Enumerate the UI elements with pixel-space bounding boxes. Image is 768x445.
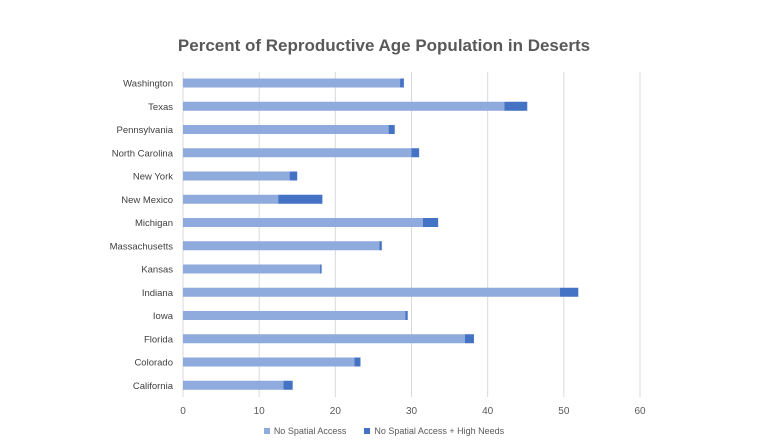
bar-no-spatial-access xyxy=(183,287,561,297)
x-tick-labels: 0 10 20 30 40 50 60 xyxy=(180,406,646,417)
category-label: Kansas xyxy=(141,265,173,276)
bar-no-spatial-access xyxy=(183,125,389,134)
bar-no-spatial-access-high-needs xyxy=(400,78,404,88)
bar-no-spatial-access xyxy=(183,241,380,251)
category-label: Florida xyxy=(144,334,174,345)
category-label: North Carolina xyxy=(112,148,174,159)
bar-no-spatial-access xyxy=(183,264,321,274)
bar-no-spatial-access xyxy=(183,311,406,320)
x-tick-label: 50 xyxy=(558,406,570,417)
legend: No Spatial Access No Spatial Access + Hi… xyxy=(0,426,768,436)
x-tick-label: 0 xyxy=(180,406,186,417)
legend-item-no-spatial-access: No Spatial Access xyxy=(263,426,347,436)
bar-no-spatial-access-high-needs xyxy=(405,311,408,320)
x-tick-label: 30 xyxy=(406,406,418,417)
bar-no-spatial-access xyxy=(183,218,423,227)
bar-no-spatial-access xyxy=(183,194,279,204)
bar-no-spatial-access xyxy=(183,171,290,181)
bar-no-spatial-access-high-needs xyxy=(560,287,579,297)
x-tick-label: 60 xyxy=(634,406,646,417)
gridlines xyxy=(182,72,641,397)
bar-no-spatial-access-high-needs xyxy=(278,194,323,204)
bar-no-spatial-access-high-needs xyxy=(379,241,382,251)
category-label: Iowa xyxy=(153,311,174,322)
category-labels: Washington Texas Pennsylvania North Carolin… xyxy=(110,79,174,392)
category-label: Pennsylvania xyxy=(116,125,173,136)
x-tick-label: 10 xyxy=(254,406,266,417)
bar-no-spatial-access-high-needs xyxy=(422,218,439,227)
bar-no-spatial-access-high-needs xyxy=(283,380,293,390)
bars xyxy=(183,78,579,390)
bar-no-spatial-access-high-needs xyxy=(504,101,528,111)
bar-no-spatial-access-high-needs xyxy=(320,264,322,274)
bar-no-spatial-access xyxy=(183,380,284,390)
category-label: New Mexico xyxy=(121,195,173,206)
legend-swatch xyxy=(364,428,371,434)
bar-no-spatial-access xyxy=(183,101,505,111)
category-label: Texas xyxy=(148,102,173,113)
legend-label: No Spatial Access xyxy=(273,426,347,436)
chart-title: Percent of Reproductive Age Population i… xyxy=(177,36,591,55)
category-label: New York xyxy=(133,172,173,183)
category-label: California xyxy=(133,381,174,392)
category-label: Michigan xyxy=(135,218,173,229)
bar-no-spatial-access-high-needs xyxy=(464,334,474,344)
bar-no-spatial-access-high-needs xyxy=(388,125,395,134)
bar-no-spatial-access-high-needs xyxy=(411,148,420,158)
category-label: Massachusetts xyxy=(110,241,174,252)
legend-label: No Spatial Access + High Needs xyxy=(374,426,505,436)
bar-no-spatial-access-high-needs xyxy=(289,171,298,181)
category-label: Washington xyxy=(123,79,173,90)
bar-no-spatial-access xyxy=(183,357,355,367)
bar-no-spatial-access xyxy=(183,148,412,158)
bar-no-spatial-access xyxy=(183,78,401,88)
x-tick-label: 40 xyxy=(482,406,494,417)
category-label: Colorado xyxy=(134,358,173,369)
x-tick-label: 20 xyxy=(330,406,342,417)
legend-swatch xyxy=(263,428,270,434)
legend-item-no-spatial-access-high-needs: No Spatial Access + High Needs xyxy=(364,426,504,436)
bar-no-spatial-access-high-needs xyxy=(354,357,361,367)
bar-no-spatial-access xyxy=(183,334,465,344)
category-label: Indiana xyxy=(142,288,174,299)
